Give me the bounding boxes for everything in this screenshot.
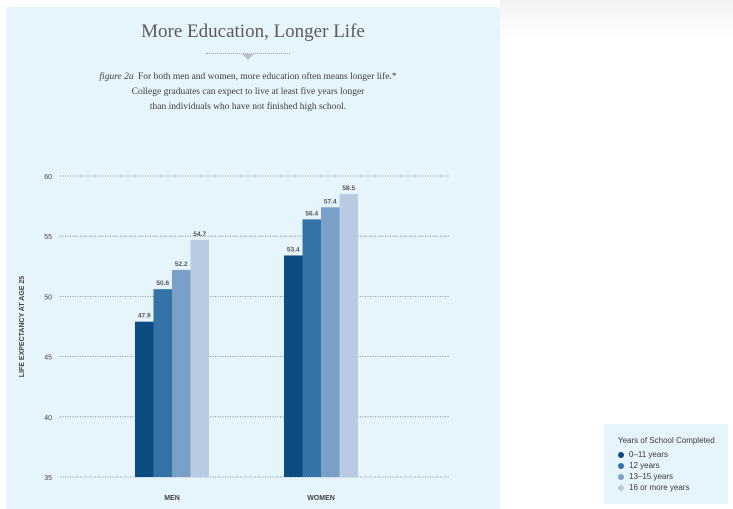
legend-label: 16 or more years — [629, 483, 690, 492]
legend-label: 0–11 years — [629, 450, 668, 459]
data-label: 54.7 — [193, 231, 206, 238]
data-label: 47.9 — [138, 313, 151, 320]
legend-swatch — [618, 484, 624, 491]
y-tick-label: 35 — [44, 475, 52, 482]
x-category-label: WOMEN — [307, 495, 335, 502]
chart-panel — [6, 7, 500, 509]
caption-line-1: figure 2a For both men and women, more e… — [56, 70, 440, 85]
top-fade — [500, 0, 733, 40]
bar — [135, 321, 154, 477]
x-category-label: MEN — [164, 495, 180, 502]
legend-item-16-plus: 16 or more years — [618, 482, 728, 493]
legend-title: Years of School Completed — [618, 436, 715, 445]
y-tick-label: 45 — [44, 355, 52, 362]
bar — [302, 219, 321, 477]
caption-text-1: For both men and women, more education o… — [138, 72, 397, 82]
bar — [284, 255, 303, 477]
bar — [339, 194, 358, 477]
bar — [172, 269, 191, 477]
y-tick-label: 60 — [44, 174, 52, 181]
caption-line-2: College graduates can expect to live at … — [131, 87, 365, 97]
y-tick-label: 40 — [44, 415, 52, 422]
title-divider — [206, 53, 290, 54]
data-label: 50.6 — [156, 280, 169, 287]
caption-line-3: than individuals who have not finished h… — [149, 102, 347, 112]
data-label: 57.4 — [324, 198, 337, 205]
legend-swatch — [618, 473, 624, 480]
figure-label: figure 2a — [99, 72, 134, 82]
legend-label: 12 years — [629, 461, 660, 470]
y-tick-label: 50 — [44, 294, 52, 301]
chart-title: More Education, Longer Life — [141, 21, 365, 42]
chart-legend: Years of School Completed 0–11 years 12 … — [604, 424, 728, 504]
bar — [190, 239, 209, 477]
data-label: 52.2 — [175, 261, 188, 268]
title-caret-icon — [242, 54, 254, 60]
legend-swatch — [618, 462, 624, 469]
legend-item-13-15: 13–15 years — [618, 471, 728, 482]
data-label: 58.5 — [342, 185, 355, 192]
legend-swatch — [618, 451, 624, 458]
bar — [321, 207, 340, 477]
bar — [153, 289, 172, 477]
y-axis-label: LIFE EXPECTANCY AT AGE 25 — [19, 276, 26, 377]
legend-label: 13–15 years — [629, 472, 674, 481]
data-label: 56.4 — [305, 210, 318, 217]
figure-caption: figure 2a For both men and women, more e… — [56, 70, 440, 115]
data-label: 53.4 — [287, 246, 300, 253]
legend-item-0-11: 0–11 years — [618, 449, 728, 460]
y-tick-label: 55 — [44, 234, 52, 241]
legend-item-12: 12 years — [618, 460, 728, 471]
